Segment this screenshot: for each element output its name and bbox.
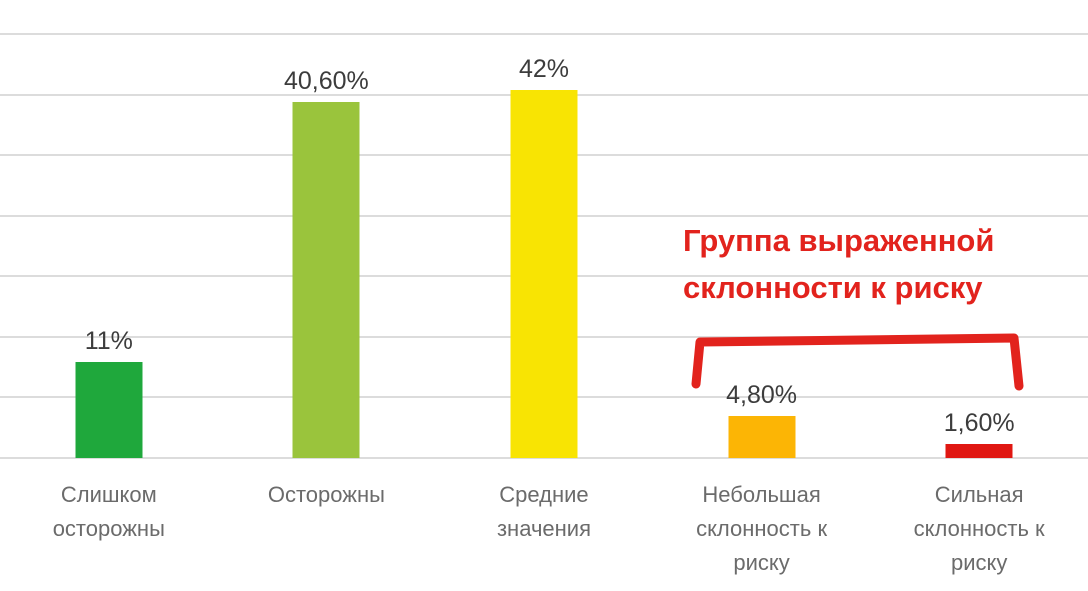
value-label: 42%: [518, 55, 570, 84]
value-label: 4,80%: [726, 381, 798, 409]
gridline: [0, 33, 1088, 35]
bar: [728, 416, 796, 458]
gridline: [0, 457, 1088, 459]
category-label: Слишком осторожны: [52, 482, 165, 541]
bar-slot: 40,60%: [218, 34, 436, 458]
category-label: Осторожны: [267, 482, 385, 507]
bar: [292, 102, 360, 458]
value-label: 11%: [84, 326, 133, 355]
bars-container: 11% 40,60% 42% 4,80% 1,60%: [0, 34, 1088, 458]
bar: [75, 361, 143, 458]
bar-slot: 11%: [0, 34, 218, 458]
bar: [945, 444, 1013, 458]
category-label: Небольшая склонность к риску: [696, 482, 828, 575]
category-axis: Слишком осторожны Осторожны Средние значен…: [0, 478, 1088, 580]
value-label: 1,60%: [943, 409, 1015, 437]
value-label: 40,60%: [283, 67, 369, 96]
bar: [510, 90, 578, 458]
bar-slot: 1,60%: [870, 34, 1088, 458]
category-label: Сильная склонность к риску: [913, 482, 1045, 575]
bar-slot: 42%: [435, 34, 653, 458]
category-label: Средние значения: [496, 482, 591, 541]
annotation-label: Группа выраженной склонности к риску: [683, 223, 995, 305]
